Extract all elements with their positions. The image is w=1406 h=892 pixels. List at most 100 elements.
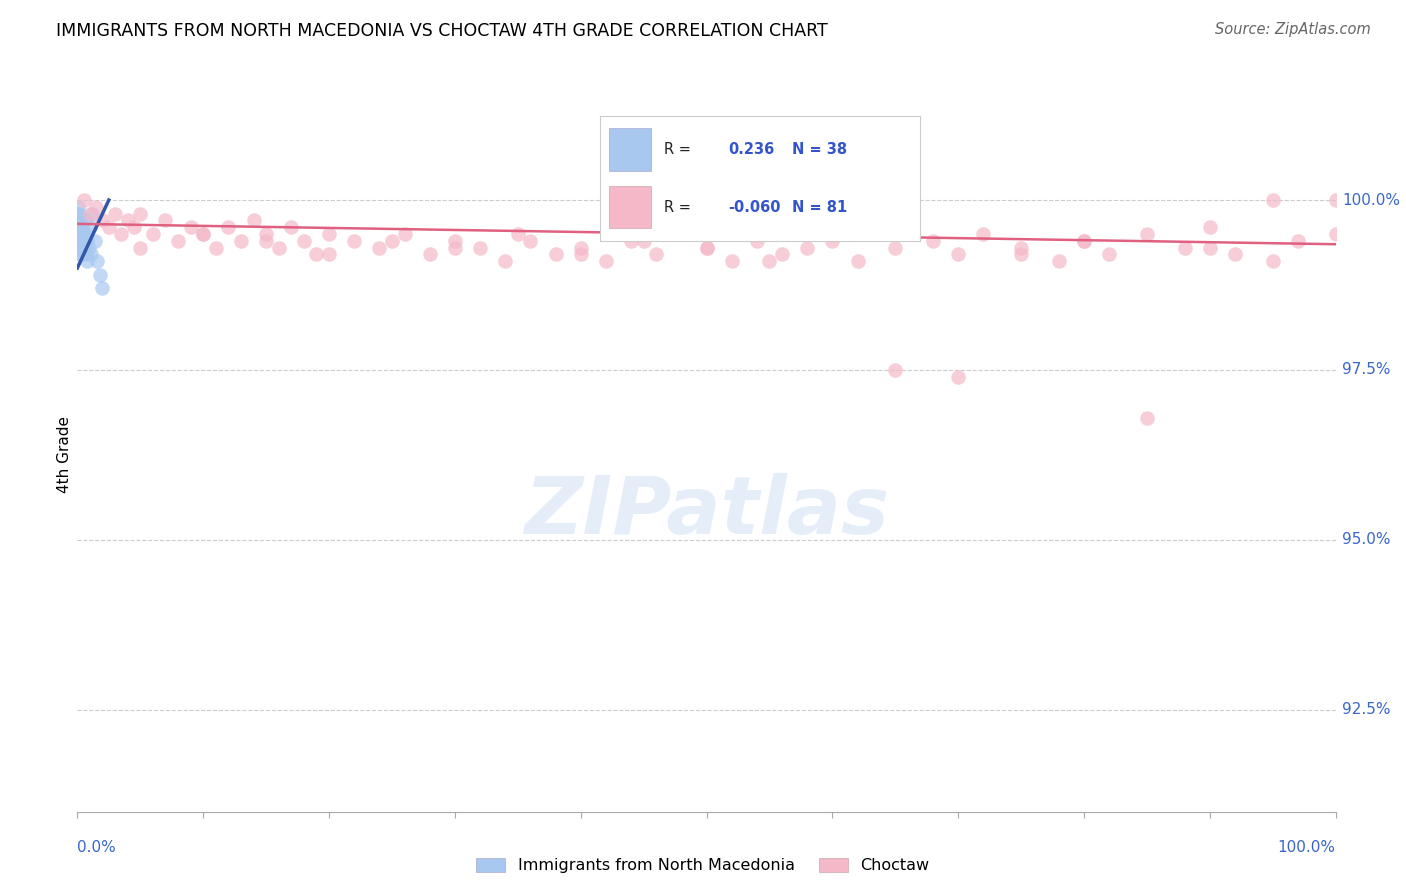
Point	[745, 234, 768, 248]
Point	[318, 247, 340, 261]
Text: 97.5%: 97.5%	[1341, 362, 1391, 377]
Point	[343, 234, 366, 248]
Point	[633, 234, 655, 248]
Point	[1010, 241, 1032, 255]
Point	[80, 247, 103, 261]
Text: 0.0%: 0.0%	[77, 840, 117, 855]
Point	[69, 213, 91, 227]
Point	[444, 241, 467, 255]
Point	[97, 220, 120, 235]
Point	[229, 234, 252, 248]
Point	[70, 247, 93, 261]
Point	[77, 241, 100, 255]
Point	[1047, 254, 1070, 268]
Point	[569, 241, 592, 255]
Legend: Immigrants from North Macedonia, Choctaw: Immigrants from North Macedonia, Choctaw	[470, 851, 936, 880]
Point	[468, 241, 491, 255]
Point	[671, 227, 693, 241]
Point	[72, 234, 94, 248]
Point	[76, 234, 98, 248]
Point	[972, 227, 994, 241]
Point	[67, 227, 90, 241]
Point	[1073, 234, 1095, 248]
Point	[884, 363, 907, 377]
Y-axis label: 4th Grade: 4th Grade	[56, 417, 72, 493]
Point	[72, 241, 94, 255]
Point	[884, 241, 907, 255]
Text: IMMIGRANTS FROM NORTH MACEDONIA VS CHOCTAW 4TH GRADE CORRELATION CHART: IMMIGRANTS FROM NORTH MACEDONIA VS CHOCT…	[56, 22, 828, 40]
Point	[1198, 241, 1220, 255]
Point	[506, 227, 529, 241]
Point	[69, 220, 91, 235]
Point	[91, 281, 114, 295]
Point	[82, 207, 104, 221]
Point	[519, 234, 541, 248]
Point	[79, 220, 101, 235]
Point	[544, 247, 567, 261]
Point	[70, 247, 93, 261]
Point	[67, 207, 90, 221]
Point	[444, 234, 467, 248]
Point	[280, 220, 302, 235]
Point	[191, 227, 215, 241]
Point	[76, 254, 98, 268]
Point	[67, 241, 90, 255]
Point	[948, 247, 970, 261]
Point	[69, 220, 91, 235]
Point	[73, 213, 96, 227]
Point	[67, 220, 90, 235]
Point	[394, 227, 416, 241]
Point	[758, 254, 780, 268]
Point	[948, 369, 970, 384]
Point	[69, 234, 91, 248]
Point	[770, 247, 793, 261]
Point	[1223, 247, 1246, 261]
Point	[155, 213, 177, 227]
Point	[1324, 193, 1347, 207]
Point	[86, 254, 108, 268]
Point	[142, 227, 165, 241]
Point	[1010, 247, 1032, 261]
Point	[267, 241, 290, 255]
Point	[419, 247, 441, 261]
Point	[922, 234, 945, 248]
Point	[75, 227, 97, 241]
Point	[204, 241, 226, 255]
Point	[122, 220, 145, 235]
Text: Source: ZipAtlas.com: Source: ZipAtlas.com	[1215, 22, 1371, 37]
Point	[180, 220, 202, 235]
Point	[292, 234, 315, 248]
Point	[1073, 234, 1095, 248]
Point	[1286, 234, 1309, 248]
Point	[1261, 254, 1284, 268]
Text: 100.0%: 100.0%	[1341, 193, 1400, 208]
Text: 95.0%: 95.0%	[1341, 533, 1391, 548]
Point	[70, 234, 93, 248]
Point	[1261, 193, 1284, 207]
Point	[104, 207, 127, 221]
Point	[84, 200, 107, 214]
Point	[217, 220, 239, 235]
Text: ZIPatlas: ZIPatlas	[524, 473, 889, 551]
Point	[305, 247, 328, 261]
Point	[67, 227, 90, 241]
Point	[70, 220, 93, 235]
Point	[191, 227, 215, 241]
Point	[89, 268, 111, 282]
Point	[117, 213, 139, 227]
Point	[129, 207, 152, 221]
Point	[242, 213, 264, 227]
Text: 100.0%: 100.0%	[1278, 840, 1336, 855]
Point	[70, 227, 93, 241]
Point	[254, 227, 277, 241]
Point	[821, 227, 844, 241]
Point	[79, 207, 101, 221]
Point	[796, 241, 818, 255]
Point	[1198, 220, 1220, 235]
Point	[75, 247, 97, 261]
Point	[494, 254, 516, 268]
Point	[1174, 241, 1197, 255]
Point	[595, 254, 617, 268]
Point	[67, 213, 90, 227]
Point	[569, 247, 592, 261]
